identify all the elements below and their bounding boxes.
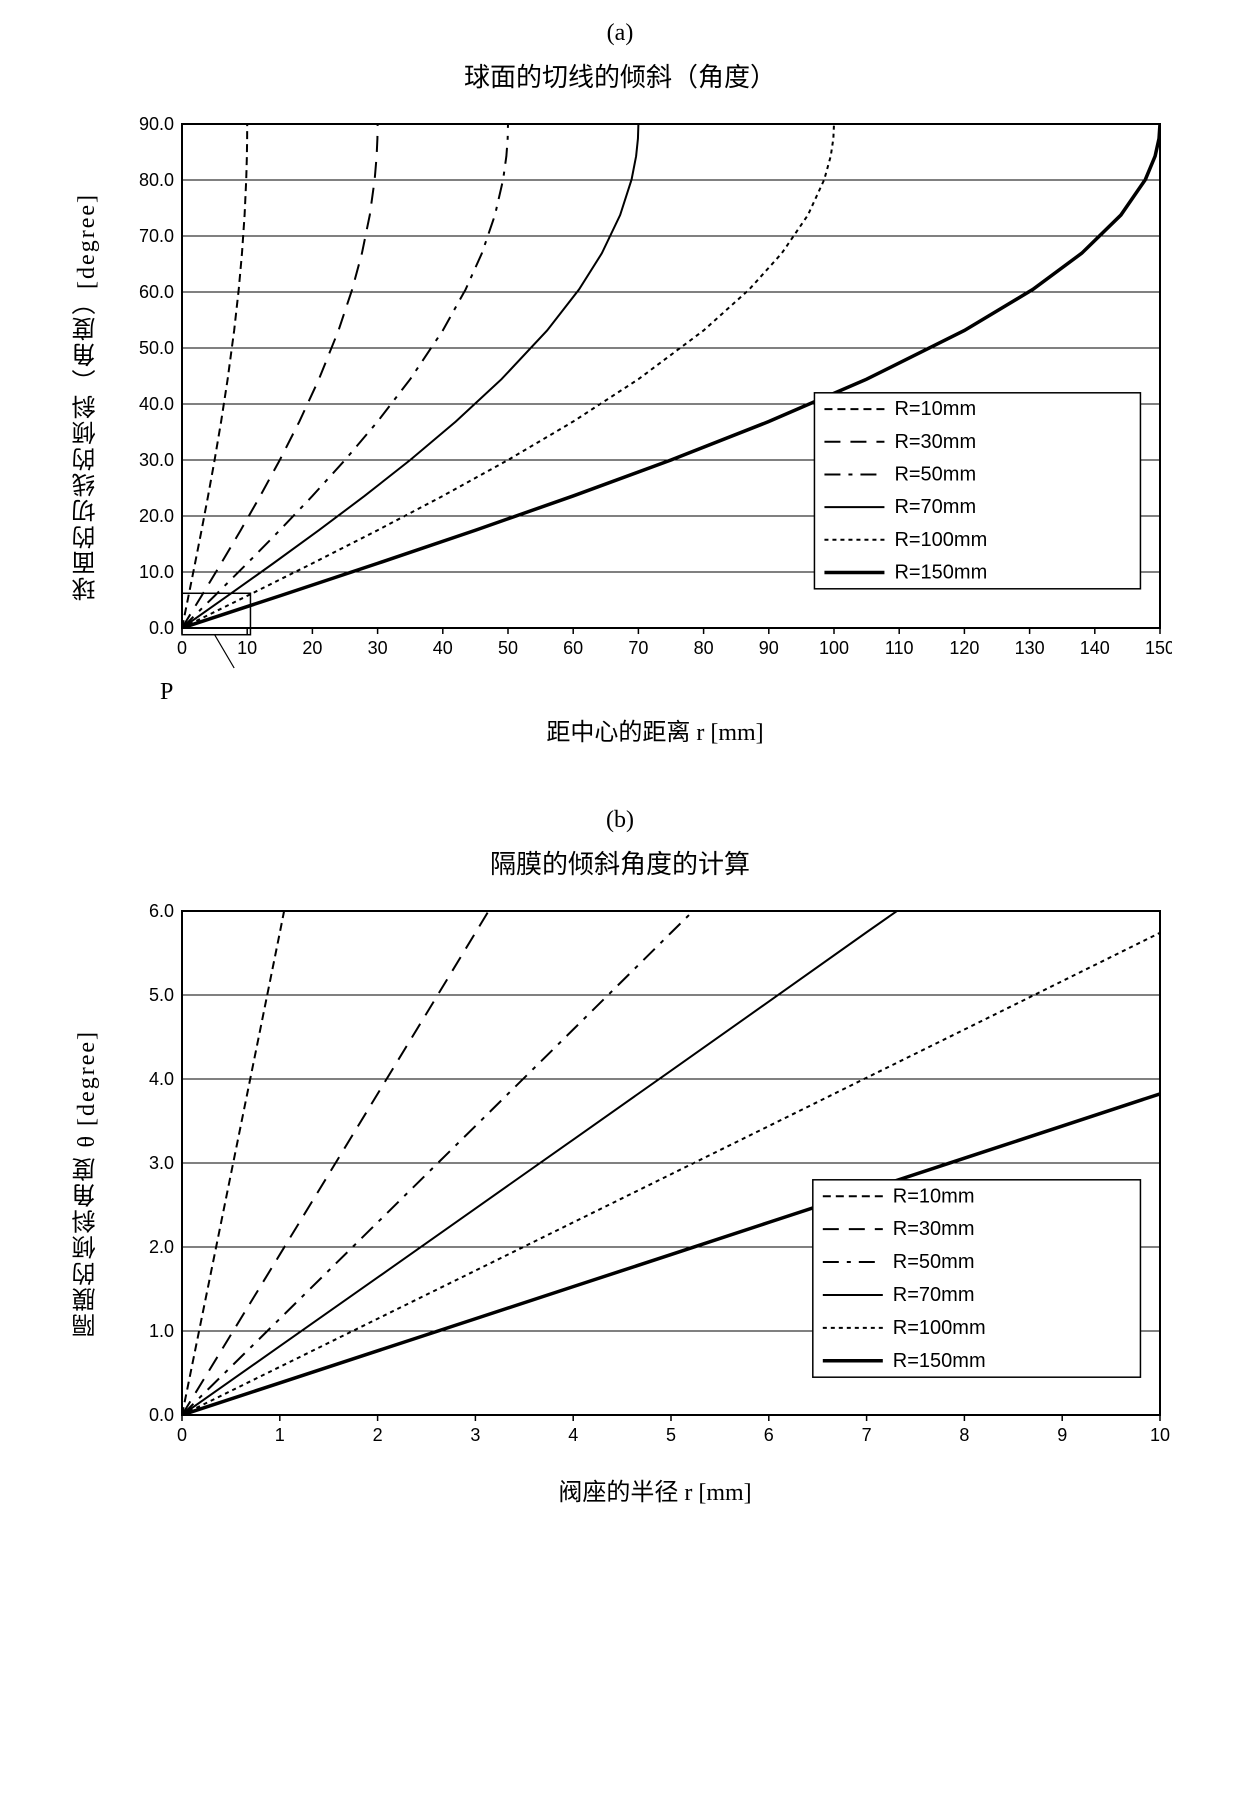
figure-b-xlabel: 阀座的半径 r [mm] <box>90 1472 1220 1507</box>
svg-text:0: 0 <box>176 638 186 658</box>
figure-a-title: 球面的切线的倾斜（角度） <box>20 57 1220 94</box>
svg-text:1: 1 <box>274 1425 284 1445</box>
svg-text:150: 150 <box>1144 638 1171 658</box>
svg-text:8: 8 <box>959 1425 969 1445</box>
svg-text:R=70mm: R=70mm <box>894 496 976 518</box>
figure-b: (b) 隔膜的倾斜角度的计算 隔膜的倾斜角度 θ [degree] 0.0 1.0… <box>20 807 1220 1507</box>
svg-text:70: 70 <box>628 638 648 658</box>
figure-b-title: 隔膜的倾斜角度的计算 <box>20 844 1220 881</box>
svg-text:80.0: 80.0 <box>138 170 173 190</box>
svg-text:5: 5 <box>665 1425 675 1445</box>
figure-b-plot: 0.0 1.0 2.0 3.0 4.0 5.0 6.0 0 1 2 3 4 5 6 7 8 9 10 R=10mm R… <box>112 901 1172 1466</box>
svg-text:40: 40 <box>432 638 452 658</box>
svg-text:R=30mm: R=30mm <box>894 431 976 453</box>
svg-text:0.0: 0.0 <box>148 1405 173 1425</box>
svg-text:7: 7 <box>861 1425 871 1445</box>
svg-text:120: 120 <box>949 638 979 658</box>
svg-text:R=30mm: R=30mm <box>892 1218 974 1240</box>
svg-text:1.0: 1.0 <box>148 1321 173 1341</box>
svg-text:100: 100 <box>818 638 848 658</box>
svg-text:2.0: 2.0 <box>148 1237 173 1257</box>
svg-text:R=50mm: R=50mm <box>894 463 976 485</box>
svg-text:R=100mm: R=100mm <box>894 529 987 551</box>
figure-b-letter: (b) <box>20 807 1220 834</box>
svg-text:90.0: 90.0 <box>138 114 173 134</box>
svg-text:20.0: 20.0 <box>138 506 173 526</box>
svg-text:5.0: 5.0 <box>148 985 173 1005</box>
figure-b-ylabel: 隔膜的倾斜角度 θ [degree] <box>69 1030 104 1337</box>
svg-text:2: 2 <box>372 1425 382 1445</box>
svg-text:40.0: 40.0 <box>138 394 173 414</box>
svg-text:60.0: 60.0 <box>138 282 173 302</box>
svg-text:10.0: 10.0 <box>138 562 173 582</box>
figure-a-xlabel: 距中心的距离 r [mm] <box>90 712 1220 747</box>
svg-text:R=150mm: R=150mm <box>894 561 987 583</box>
svg-text:30: 30 <box>367 638 387 658</box>
svg-text:9: 9 <box>1057 1425 1067 1445</box>
svg-text:140: 140 <box>1079 638 1109 658</box>
svg-text:R=100mm: R=100mm <box>892 1317 985 1339</box>
svg-text:60: 60 <box>563 638 583 658</box>
svg-text:R=70mm: R=70mm <box>892 1284 974 1306</box>
figure-a-letter: (a) <box>20 20 1220 47</box>
svg-text:50.0: 50.0 <box>138 338 173 358</box>
svg-text:80: 80 <box>693 638 713 658</box>
figure-a-chart-wrap: 球面的切线的倾斜（角度）[degree] 0.0 10.0 20.0 30.0 40.0… <box>20 114 1220 679</box>
svg-text:6: 6 <box>763 1425 773 1445</box>
figure-b-chart-wrap: 隔膜的倾斜角度 θ [degree] 0.0 1.0 2.0 3.0 4.0 5.0 6.0… <box>20 901 1220 1466</box>
svg-text:110: 110 <box>884 638 913 658</box>
figure-a-plot: 0.0 10.0 20.0 30.0 40.0 50.0 60.0 70.0 80.0 90.0 0… <box>112 114 1172 679</box>
svg-text:R=150mm: R=150mm <box>892 1350 985 1372</box>
svg-text:4: 4 <box>568 1425 578 1445</box>
svg-text:10: 10 <box>237 638 257 658</box>
svg-text:0: 0 <box>176 1425 186 1445</box>
figure-a: (a) 球面的切线的倾斜（角度） 球面的切线的倾斜（角度）[degree] 0.… <box>20 20 1220 747</box>
svg-text:90: 90 <box>758 638 778 658</box>
svg-text:3: 3 <box>470 1425 480 1445</box>
svg-text:4.0: 4.0 <box>148 1069 173 1089</box>
svg-text:20: 20 <box>302 638 322 658</box>
svg-text:3.0: 3.0 <box>148 1153 173 1173</box>
svg-text:R=10mm: R=10mm <box>894 398 976 420</box>
figure-a-ylabel: 球面的切线的倾斜（角度）[degree] <box>69 193 104 601</box>
svg-text:70.0: 70.0 <box>138 226 173 246</box>
svg-text:50: 50 <box>497 638 517 658</box>
svg-text:0.0: 0.0 <box>148 618 173 638</box>
figure-a-annotation-p: P <box>160 679 1220 706</box>
svg-text:10: 10 <box>1149 1425 1169 1445</box>
svg-text:R=50mm: R=50mm <box>892 1251 974 1273</box>
svg-text:30.0: 30.0 <box>138 450 173 470</box>
svg-text:R=10mm: R=10mm <box>892 1185 974 1207</box>
svg-text:6.0: 6.0 <box>148 901 173 921</box>
svg-text:130: 130 <box>1014 638 1044 658</box>
